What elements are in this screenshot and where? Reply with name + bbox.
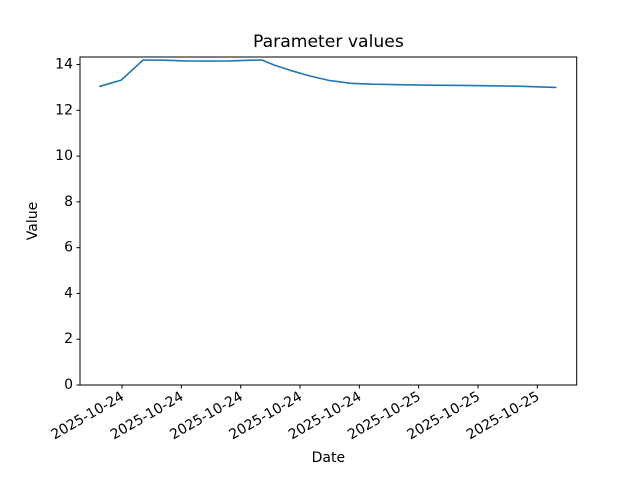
y-tick-label: 14 <box>55 57 73 73</box>
y-tick-label: 2 <box>64 331 73 347</box>
y-tick-label: 12 <box>55 102 73 118</box>
y-tick-label: 6 <box>64 240 73 256</box>
chart-title: Parameter values <box>253 32 404 52</box>
y-tick-label: 8 <box>64 194 73 210</box>
series-line <box>99 59 557 89</box>
y-tick-label: 4 <box>64 285 73 301</box>
x-axis: 2025-10-242025-10-242025-10-242025-10-24… <box>49 385 542 443</box>
y-tick-label: 0 <box>64 377 73 393</box>
y-axis-label: Value <box>25 202 41 240</box>
y-axis: 0 2 4 6 8 10 12 14 <box>55 57 80 393</box>
x-axis-label: Date <box>312 450 345 466</box>
plot-border <box>79 56 578 386</box>
y-tick-label: 10 <box>55 148 73 164</box>
